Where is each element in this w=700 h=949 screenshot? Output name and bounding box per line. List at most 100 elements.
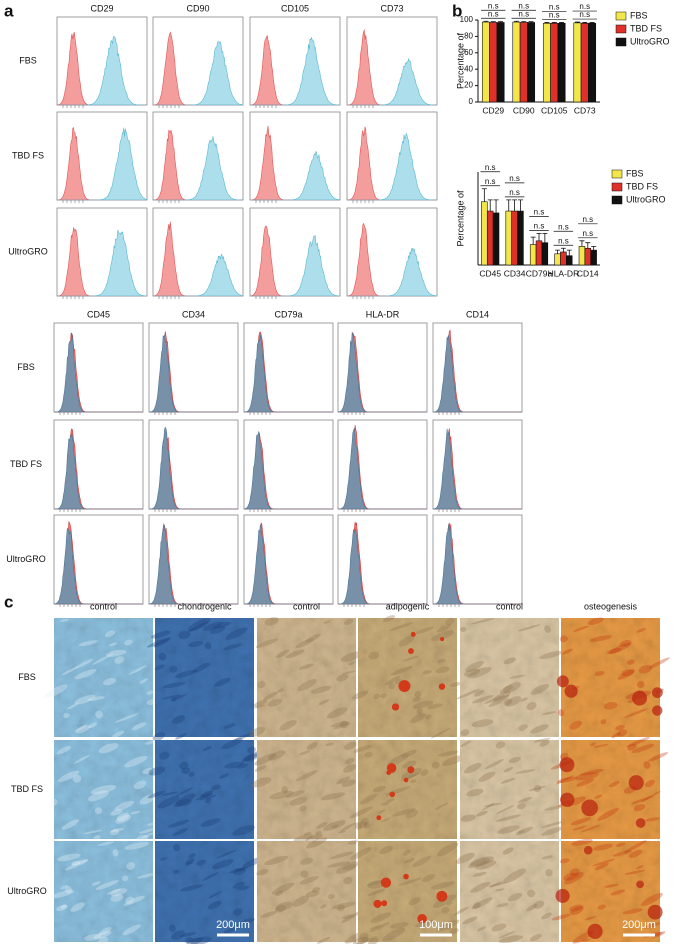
texture bbox=[57, 770, 80, 782]
bar bbox=[519, 22, 528, 103]
significance-label: n.s bbox=[582, 215, 593, 224]
texture bbox=[470, 856, 495, 867]
lipid-droplet bbox=[403, 873, 409, 880]
texture bbox=[580, 769, 604, 776]
texture bbox=[437, 842, 459, 857]
histogram bbox=[54, 433, 143, 510]
texture bbox=[570, 817, 592, 826]
image-background bbox=[257, 618, 356, 737]
significance-label: n.s bbox=[549, 3, 560, 12]
texture bbox=[223, 643, 242, 651]
texture bbox=[83, 933, 102, 941]
texture bbox=[460, 729, 470, 736]
bar bbox=[492, 212, 500, 266]
texture bbox=[401, 767, 422, 780]
texture bbox=[154, 664, 165, 671]
texture bbox=[617, 729, 628, 737]
texture bbox=[644, 817, 660, 822]
texture bbox=[74, 724, 88, 732]
texture bbox=[207, 900, 222, 910]
error-bar bbox=[551, 22, 557, 24]
texture bbox=[408, 897, 421, 906]
texture bbox=[544, 804, 566, 811]
texture bbox=[503, 698, 513, 706]
texture bbox=[340, 911, 362, 924]
texture bbox=[541, 821, 564, 828]
micrograph bbox=[147, 618, 254, 741]
texture bbox=[171, 715, 185, 725]
texture bbox=[398, 635, 415, 647]
texture bbox=[624, 708, 649, 718]
texture bbox=[295, 770, 318, 782]
column-header: CD45 bbox=[87, 309, 110, 319]
texture bbox=[530, 684, 550, 695]
texture bbox=[475, 860, 497, 870]
texture bbox=[228, 868, 245, 874]
texture bbox=[415, 626, 435, 634]
texture bbox=[593, 843, 613, 851]
texture bbox=[409, 779, 417, 784]
texture bbox=[184, 937, 193, 944]
texture bbox=[350, 847, 372, 860]
micrograph bbox=[453, 841, 559, 944]
texture bbox=[340, 651, 364, 662]
mineral-spot bbox=[632, 690, 648, 706]
texture bbox=[126, 862, 136, 870]
texture bbox=[608, 781, 620, 788]
texture bbox=[147, 790, 166, 799]
texture bbox=[305, 633, 321, 643]
texture bbox=[380, 817, 391, 823]
texture bbox=[412, 855, 432, 868]
legend-label: UltroGRO bbox=[626, 194, 666, 204]
texture bbox=[581, 938, 591, 942]
column-header: control bbox=[90, 601, 117, 611]
texture bbox=[298, 750, 311, 756]
texture bbox=[527, 889, 536, 898]
texture bbox=[93, 930, 112, 940]
texture bbox=[115, 814, 132, 824]
texture bbox=[478, 771, 496, 782]
texture bbox=[60, 884, 68, 890]
texture bbox=[106, 888, 122, 895]
texture bbox=[242, 857, 262, 869]
texture bbox=[285, 790, 305, 798]
texture bbox=[188, 853, 196, 859]
texture bbox=[336, 776, 351, 785]
texture bbox=[179, 884, 203, 892]
texture bbox=[401, 655, 420, 662]
texture bbox=[542, 711, 557, 715]
texture bbox=[541, 912, 552, 920]
texture bbox=[160, 857, 168, 861]
texture bbox=[369, 925, 379, 930]
image-background bbox=[257, 740, 356, 839]
texture bbox=[173, 844, 180, 852]
texture bbox=[352, 936, 369, 946]
texture bbox=[382, 927, 406, 942]
texture bbox=[382, 615, 396, 622]
texture bbox=[380, 802, 389, 806]
texture bbox=[114, 656, 125, 664]
texture bbox=[488, 694, 510, 708]
mineral-spot bbox=[636, 880, 644, 889]
bar bbox=[590, 249, 597, 266]
texture bbox=[492, 691, 511, 702]
texture bbox=[247, 746, 256, 754]
texture bbox=[545, 869, 553, 877]
texture bbox=[114, 713, 139, 723]
legend-label: TBD FS bbox=[626, 181, 658, 191]
texture bbox=[326, 861, 351, 868]
texture bbox=[533, 737, 551, 743]
texture bbox=[459, 626, 467, 632]
significance-label: n.s bbox=[534, 221, 545, 230]
texture bbox=[254, 765, 267, 772]
significance-label: n.s bbox=[488, 1, 499, 10]
texture bbox=[621, 669, 634, 677]
texture bbox=[306, 742, 318, 750]
error-bar bbox=[483, 20, 489, 23]
legend-swatch bbox=[615, 11, 627, 21]
texture bbox=[125, 896, 135, 905]
histogram bbox=[338, 427, 427, 510]
image-background bbox=[54, 618, 153, 737]
texture bbox=[263, 691, 278, 701]
texture bbox=[181, 767, 191, 774]
